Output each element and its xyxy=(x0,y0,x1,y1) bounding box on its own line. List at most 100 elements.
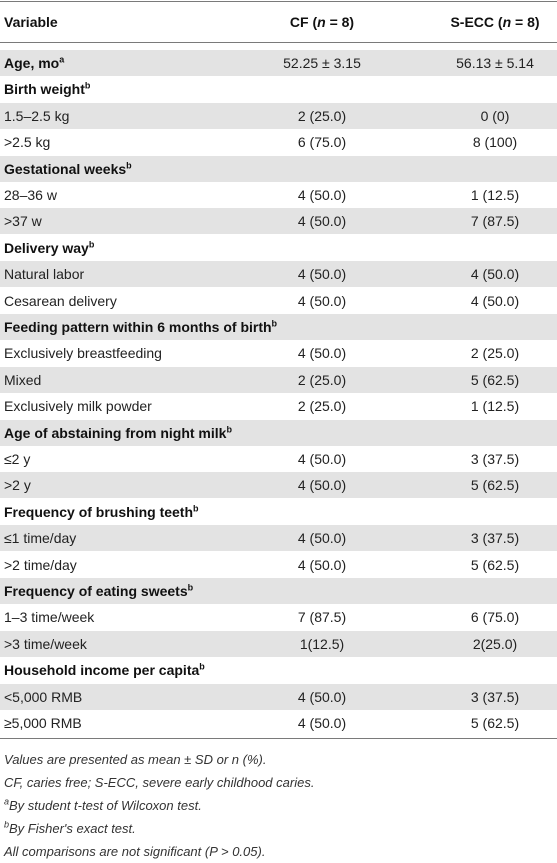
cf-value: 4 (50.0) xyxy=(297,715,347,731)
header-variable: Variable xyxy=(4,14,58,30)
table-row: >3 time/week 1(12.5) 2(25.0) xyxy=(0,630,557,657)
section-row: Gestational weeksb xyxy=(0,155,557,182)
table-row: Mixed 2 (25.0) 5 (62.5) xyxy=(0,366,557,393)
footnote-marker: b xyxy=(271,318,278,329)
table-row: 1–3 time/week 7 (87.5) 6 (75.0) xyxy=(0,604,557,630)
footnote: Values are presented as mean ± SD or n (… xyxy=(4,752,267,768)
cf-value: 4 (50.0) xyxy=(297,187,347,203)
footnote-marker: b xyxy=(126,159,132,170)
table-row: >2.5 kg 6 (75.0) 8 (100) xyxy=(0,129,557,155)
secc-value: 8 (100) xyxy=(472,134,518,151)
footnote-marker: b xyxy=(193,503,199,514)
table-row: Exclusively milk powder 2 (25.0) 1 (12.5) xyxy=(0,393,557,419)
row-label: ≤2 y xyxy=(4,451,31,467)
footnote-marker: b xyxy=(199,661,205,672)
footnote-marker: a xyxy=(59,54,65,65)
section-row: Birth weightb xyxy=(0,76,557,102)
cf-value: 4 (50.0) xyxy=(297,266,347,283)
cf-value: 2 (25.0) xyxy=(297,107,347,124)
row-label: Exclusively milk powder xyxy=(4,398,152,415)
footnote: bBy Fisher's exact test. xyxy=(4,820,136,837)
table-row: >2 y 4 (50.0) 5 (62.5) xyxy=(0,472,557,499)
cf-value: 2 (25.0) xyxy=(297,398,347,415)
row-label: 1.5–2.5 kg xyxy=(4,107,70,124)
row-label: Frequency of eating sweetsb xyxy=(4,582,194,599)
section-row: Age, moa 52.25 ± 3.15 56.13 ± 5.14 xyxy=(0,50,557,76)
cf-value: 4 (50.0) xyxy=(297,530,347,547)
cf-value: 7 (87.5) xyxy=(297,609,347,626)
cf-value: 6 (75.0) xyxy=(297,134,347,151)
row-label: 28–36 w xyxy=(4,187,57,203)
table-row: ≥5,000 RMB 4 (50.0) 5 (62.5) xyxy=(0,710,557,736)
secc-value: 5 (62.5) xyxy=(470,371,520,388)
row-label: Age, moa xyxy=(4,54,65,71)
header-rule xyxy=(0,42,557,43)
row-label: Mixed xyxy=(4,371,42,388)
row-label: Cesarean delivery xyxy=(4,292,117,309)
row-label: 1–3 time/week xyxy=(4,609,95,626)
cf-value: 4 (50.0) xyxy=(297,213,347,230)
footnote-marker: b xyxy=(226,423,232,434)
row-label: >2 y xyxy=(4,477,31,494)
table-row: ≤2 y 4 (50.0) 3 (37.5) xyxy=(0,446,557,472)
table-top-rule xyxy=(0,1,557,2)
cf-value: 4 (50.0) xyxy=(297,292,347,309)
table-row: Natural labor 4 (50.0) 4 (50.0) xyxy=(0,261,557,288)
secc-value: 3 (37.5) xyxy=(470,451,520,467)
footnote-marker: b xyxy=(88,239,95,250)
secc-value: 4 (50.0) xyxy=(470,292,520,309)
row-label: Gestational weeksb xyxy=(4,159,132,177)
secc-value: 4 (50.0) xyxy=(470,266,520,283)
cf-value: 4 (50.0) xyxy=(297,556,347,573)
row-label: Birth weightb xyxy=(4,80,91,98)
row-label: ≤1 time/day xyxy=(4,530,77,547)
section-row: Delivery wayb xyxy=(0,235,557,261)
row-label: Frequency of brushing teethb xyxy=(4,503,199,520)
secc-value: 2 (25.0) xyxy=(470,345,520,362)
section-row: Frequency of eating sweetsb xyxy=(0,578,557,604)
secc-value: 1 (12.5) xyxy=(470,398,520,415)
table-row: Exclusively breastfeeding 4 (50.0) 2 (25.0… xyxy=(0,340,557,366)
table-header: Variable CF (n = 8) S-ECC (n = 8) xyxy=(0,2,557,42)
table-row: >2 time/day 4 (50.0) 5 (62.5) xyxy=(0,552,557,578)
secc-value: 1 (12.5) xyxy=(470,187,520,203)
section-row: Age of abstaining from night milkb xyxy=(0,419,557,446)
footnote-marker: b xyxy=(187,582,194,593)
row-label: Natural labor xyxy=(4,266,85,283)
secc-value: 5 (62.5) xyxy=(470,556,520,573)
row-label: >3 time/week xyxy=(4,635,87,652)
row-label: Delivery wayb xyxy=(4,239,95,256)
secc-value: 3 (37.5) xyxy=(470,530,520,547)
cf-value: 4 (50.0) xyxy=(297,345,347,362)
table-row: ≤1 time/day 4 (50.0) 3 (37.5) xyxy=(0,525,557,552)
secc-value: 5 (62.5) xyxy=(470,715,520,731)
footnote: CF, caries free; S-ECC, severe early chi… xyxy=(4,775,315,791)
cf-value: 4 (50.0) xyxy=(297,477,347,494)
table-bottom-rule xyxy=(0,738,557,740)
row-label: ≥5,000 RMB xyxy=(4,715,82,731)
table-row: 28–36 w 4 (50.0) 1 (12.5) xyxy=(0,182,557,208)
table-row: 1.5–2.5 kg 2 (25.0) 0 (0) xyxy=(0,102,557,129)
footnote-marker: b xyxy=(4,820,10,831)
secc-value: 5 (62.5) xyxy=(470,477,520,494)
table-row: >37 w 4 (50.0) 7 (87.5) xyxy=(0,208,557,235)
cf-value: 52.25 ± 3.15 xyxy=(283,55,361,71)
cf-value: 2 (25.0) xyxy=(297,371,347,388)
secc-value: 2(25.0) xyxy=(472,635,518,652)
footnote-marker: a xyxy=(4,797,10,808)
row-label: Age of abstaining from night milkb xyxy=(4,423,232,441)
row-label: >37 w xyxy=(4,213,42,230)
section-row: Household income per capitab xyxy=(0,657,557,683)
footnote: aBy student t-test of Wilcoxon test. xyxy=(4,797,202,814)
header-cf: CF (n = 8) xyxy=(289,14,355,30)
row-label: >2 time/day xyxy=(4,556,77,573)
row-label: Feeding pattern within 6 months of birth… xyxy=(4,318,278,335)
row-label: <5,000 RMB xyxy=(4,688,83,705)
secc-value: 6 (75.0) xyxy=(470,609,520,626)
row-label: >2.5 kg xyxy=(4,134,51,151)
cf-value: 4 (50.0) xyxy=(297,451,347,467)
cf-value: 1(12.5) xyxy=(299,635,345,652)
footnote: All comparisons are not significant (P >… xyxy=(4,844,266,860)
secc-value: 3 (37.5) xyxy=(470,688,520,705)
header-secc: S-ECC (n = 8) xyxy=(450,14,540,30)
